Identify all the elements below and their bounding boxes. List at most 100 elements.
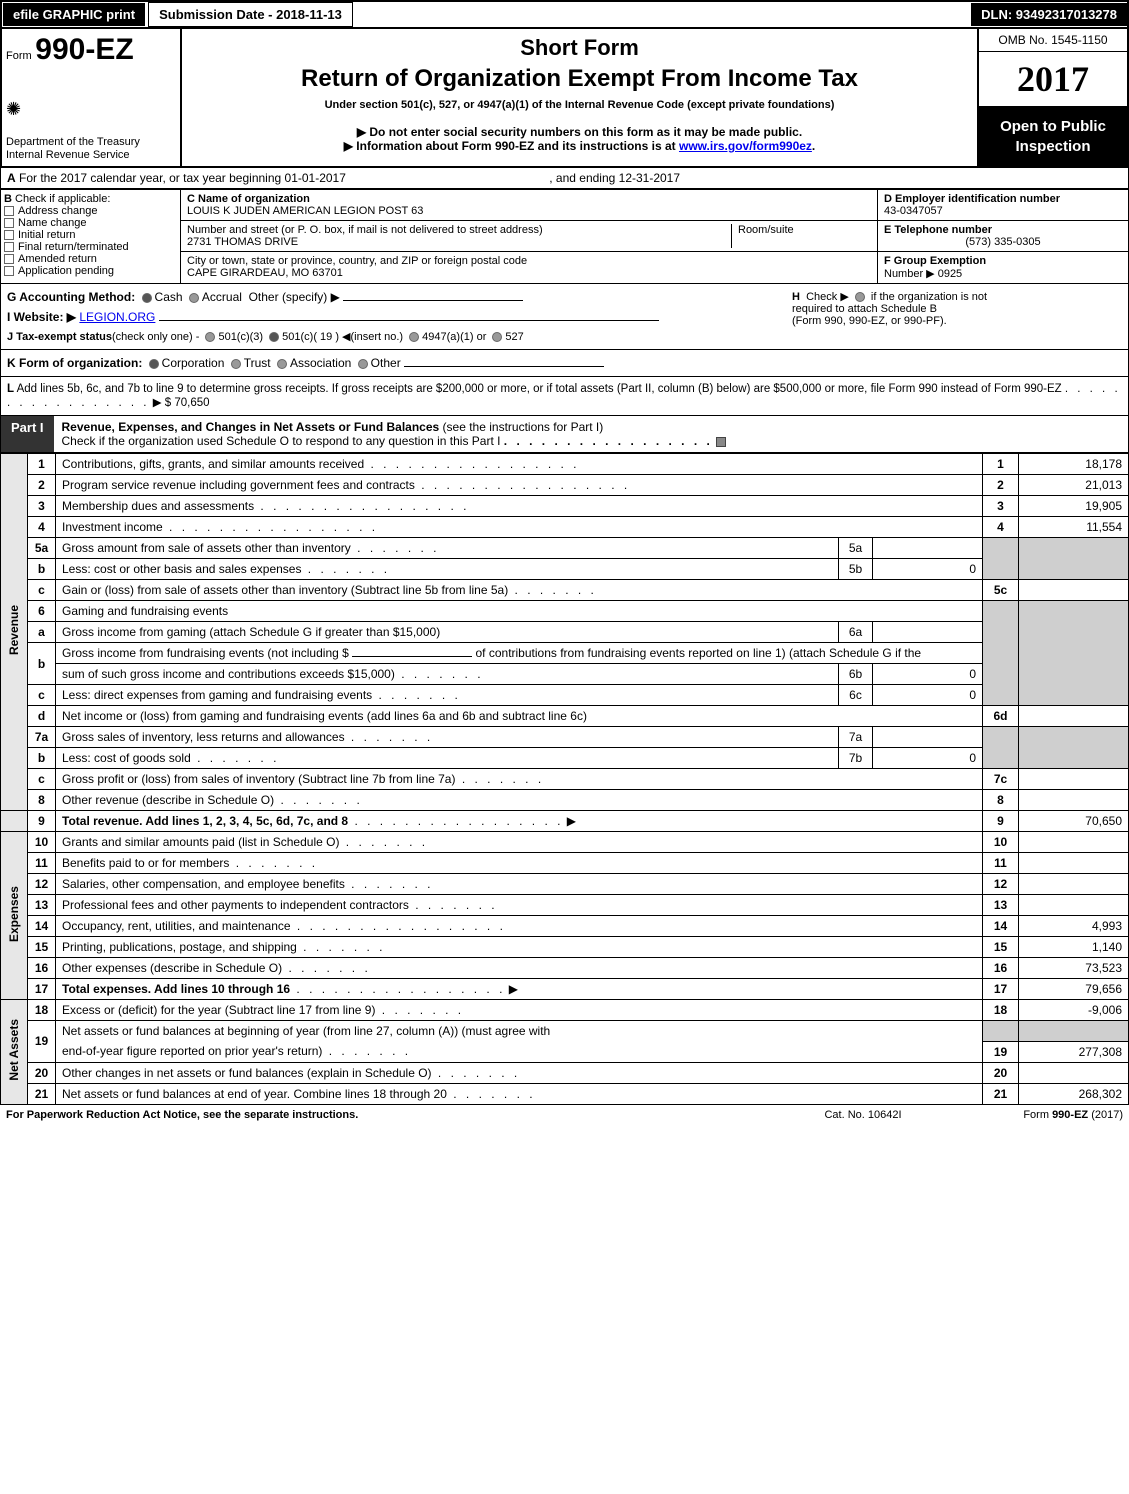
line-2-amt: 21,013 <box>1019 475 1129 496</box>
form-footer-label: Form 990-EZ (2017) <box>963 1109 1123 1121</box>
line-17-num: 17 <box>28 979 56 1000</box>
j-527-radio[interactable] <box>492 332 502 342</box>
line-7a-midamt <box>873 727 983 748</box>
header-right: OMB No. 1545-1150 2017 Open to Public In… <box>977 29 1127 166</box>
line-4-num: 4 <box>28 517 56 538</box>
k-opt-0: Corporation <box>162 356 225 370</box>
line-7b-mid: 7b <box>839 748 873 769</box>
k-association-radio[interactable] <box>277 359 287 369</box>
info-prefix: ▶ Information about Form 990-EZ and its … <box>344 139 679 153</box>
line-6b-num: b <box>28 643 56 685</box>
line-8-text: Other revenue (describe in Schedule O) <box>62 793 274 807</box>
form-instructions-link[interactable]: www.irs.gov/form990ez <box>679 139 812 153</box>
j-501c3-radio[interactable] <box>205 332 215 342</box>
line-16-num: 16 <box>28 958 56 979</box>
part-1-header: Part I Revenue, Expenses, and Changes in… <box>0 416 1129 453</box>
checkbox-application-pending[interactable] <box>4 266 14 276</box>
k-corporation-radio[interactable] <box>149 359 159 369</box>
line-21-rnum: 21 <box>983 1083 1019 1104</box>
dept-line2: Internal Revenue Service <box>6 149 130 161</box>
tax-year: 2017 <box>979 52 1127 107</box>
line-16-rnum: 16 <box>983 958 1019 979</box>
b-item-0: Address change <box>18 205 98 217</box>
checkbox-amended-return[interactable] <box>4 254 14 264</box>
line-18-rnum: 18 <box>983 1000 1019 1021</box>
line-11-rnum: 11 <box>983 853 1019 874</box>
h-text3: required to attach Schedule B <box>792 303 937 315</box>
line-6d-text: Net income or (loss) from gaming and fun… <box>62 709 587 723</box>
j-sub: (check only one) - <box>112 331 199 343</box>
efile-print-button[interactable]: efile GRAPHIC print <box>2 2 146 27</box>
b-item-5: Application pending <box>18 265 114 277</box>
line-12-rnum: 12 <box>983 874 1019 895</box>
i-label: I Website: ▶ <box>7 310 76 324</box>
line-3-num: 3 <box>28 496 56 517</box>
line-5c-rnum: 5c <box>983 580 1019 601</box>
line-7b-num: b <box>28 748 56 769</box>
top-bar: efile GRAPHIC print Submission Date - 20… <box>0 0 1129 29</box>
label-b: B <box>4 193 12 205</box>
line-7a-text: Gross sales of inventory, less returns a… <box>62 730 345 744</box>
header-center: Short Form Return of Organization Exempt… <box>182 29 977 166</box>
checkbox-address-change[interactable] <box>4 206 14 216</box>
g-cash-radio[interactable] <box>142 293 152 303</box>
h-text4: (Form 990, 990-EZ, or 990-PF). <box>792 315 947 327</box>
f-label2: Number ▶ <box>884 268 935 280</box>
line-4-text: Investment income <box>62 520 163 534</box>
h-checkbox[interactable] <box>855 292 865 302</box>
k-other-radio[interactable] <box>358 359 368 369</box>
line-5c-text: Gain or (loss) from sale of assets other… <box>62 583 508 597</box>
line-5a-text: Gross amount from sale of assets other t… <box>62 541 351 555</box>
j-501c-radio[interactable] <box>269 332 279 342</box>
line-6-text: Gaming and fundraising events <box>56 601 983 622</box>
open-line2: Inspection <box>1015 138 1090 155</box>
g-accrual-radio[interactable] <box>189 293 199 303</box>
line-16-amt: 73,523 <box>1019 958 1129 979</box>
dln-label: DLN: 93492317013278 <box>971 3 1127 26</box>
schedule-o-checkbox[interactable] <box>716 437 726 447</box>
h-text2: if the organization is not <box>871 291 987 303</box>
d-label: D Employer identification number <box>884 193 1060 205</box>
revenue-side-label: Revenue <box>1 454 28 811</box>
g-opt-2: Other (specify) ▶ <box>249 290 340 304</box>
line-14-text: Occupancy, rent, utilities, and maintena… <box>62 919 291 933</box>
info-suffix: . <box>812 139 815 153</box>
website-link[interactable]: LEGION.ORG <box>79 310 155 324</box>
k-trust-radio[interactable] <box>231 359 241 369</box>
footer-form-number: 990-EZ <box>1052 1109 1088 1121</box>
checkbox-initial-return[interactable] <box>4 230 14 240</box>
org-street: 2731 THOMAS DRIVE <box>187 236 731 248</box>
paperwork-notice: For Paperwork Reduction Act Notice, see … <box>6 1109 763 1121</box>
c-city-label: City or town, state or province, country… <box>187 255 871 267</box>
line-6c-text: Less: direct expenses from gaming and fu… <box>62 688 372 702</box>
line-8-rnum: 8 <box>983 790 1019 811</box>
checkbox-name-change[interactable] <box>4 218 14 228</box>
meta-block: H Check ▶ if the organization is not req… <box>0 284 1129 350</box>
checkbox-final-return[interactable] <box>4 242 14 252</box>
line-7b-text: Less: cost of goods sold <box>62 751 191 765</box>
ein-value: 43-0347057 <box>884 205 943 217</box>
line-2-num: 2 <box>28 475 56 496</box>
header-left: Form 990-EZ ✺ Department of the Treasury… <box>2 29 182 166</box>
dept-line1: Department of the Treasury <box>6 136 140 148</box>
footer-form-year: (2017) <box>1088 1109 1123 1121</box>
line-9-num: 9 <box>28 811 56 832</box>
l-label: L <box>7 383 14 395</box>
line-12-amt <box>1019 874 1129 895</box>
treasury-seal-icon: ✺ <box>6 99 21 120</box>
line-4-rnum: 4 <box>983 517 1019 538</box>
line-6d-num: d <box>28 706 56 727</box>
line-5a-num: 5a <box>28 538 56 559</box>
submission-date-label: Submission Date - 2018-11-13 <box>148 2 353 27</box>
line-19-text2: end-of-year figure reported on prior yea… <box>62 1044 322 1058</box>
c-addr-label: Number and street (or P. O. box, if mail… <box>187 224 731 236</box>
cat-number: Cat. No. 10642I <box>763 1109 963 1121</box>
net-assets-side-label: Net Assets <box>1 1000 28 1105</box>
line-7c-amt <box>1019 769 1129 790</box>
l-gross-receipts: ▶ $ 70,650 <box>153 397 210 409</box>
line-8-amt <box>1019 790 1129 811</box>
line-11-text: Benefits paid to or for members <box>62 856 229 870</box>
j-4947-radio[interactable] <box>409 332 419 342</box>
line-10-num: 10 <box>28 832 56 853</box>
line-7c-rnum: 7c <box>983 769 1019 790</box>
